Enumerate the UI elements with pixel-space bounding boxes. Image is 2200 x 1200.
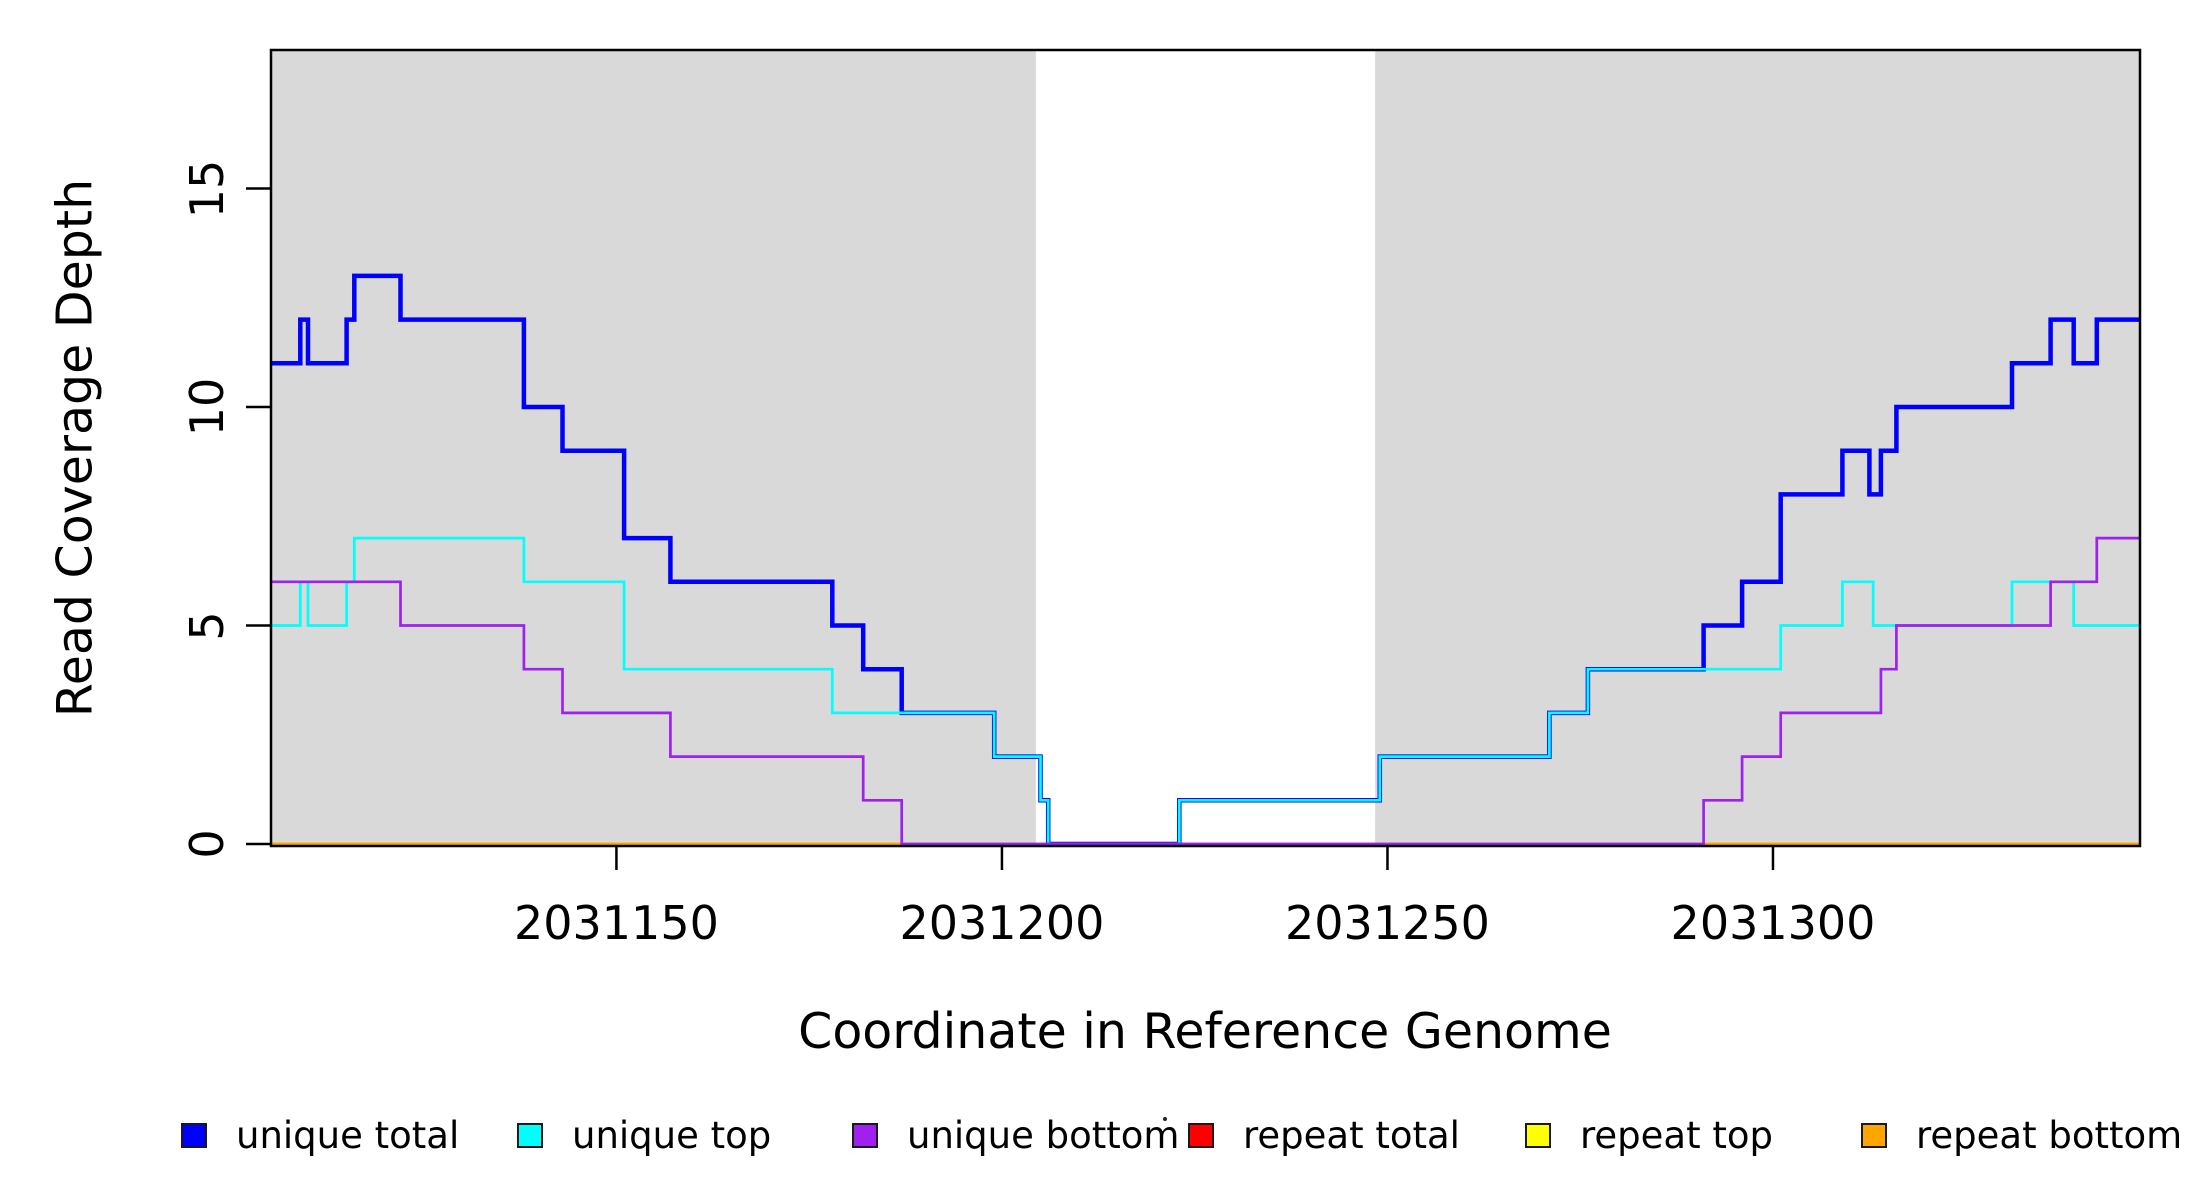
legend-item-repeat-top: repeat top [1525,1117,1773,1154]
legend-label: unique bottom [907,1113,1180,1157]
y-tick-label: 5 [180,610,234,641]
stray-dot [1163,1117,1167,1121]
x-tick-label: 2031250 [1285,896,1490,950]
legend-item-repeat-bottom: repeat bottom [1861,1117,2182,1154]
legend-label: repeat top [1580,1113,1773,1157]
y-tick-label: 15 [180,159,234,218]
x-tick-label: 2031200 [899,896,1105,950]
y-tick-label: 0 [180,829,234,859]
legend-swatch-icon [1188,1122,1214,1148]
legend-item-unique-bottom: unique bottom [852,1117,1179,1154]
legend-label: unique total [236,1113,460,1157]
legend-label: unique top [572,1113,772,1157]
y-tick-label: 10 [180,377,234,437]
legend-item-repeat-total: repeat total [1188,1117,1460,1154]
y-axis-title: Read Coverage Depth [46,178,104,718]
legend-swatch-icon [1861,1122,1887,1148]
legend-label: repeat total [1243,1113,1460,1157]
legend-item-unique-top: unique top [517,1117,771,1154]
legend-label: repeat bottom [1916,1113,2183,1157]
x-tick-label: 2031150 [513,896,719,950]
legend-swatch-icon [852,1122,878,1148]
legend-item-unique-total: unique total [181,1117,459,1154]
series-line-unique-bottom [271,536,2140,846]
legend-swatch-icon [1525,1122,1551,1148]
gray-region-right [1375,50,2140,846]
plot-border [269,48,2142,848]
x-tick-label: 2031300 [1670,896,1876,950]
x-axis-title: Coordinate in Reference Genome [798,1003,1612,1060]
legend-swatch-icon [517,1122,543,1148]
legend-swatch-icon [181,1122,207,1148]
gray-region-left [271,50,1036,846]
